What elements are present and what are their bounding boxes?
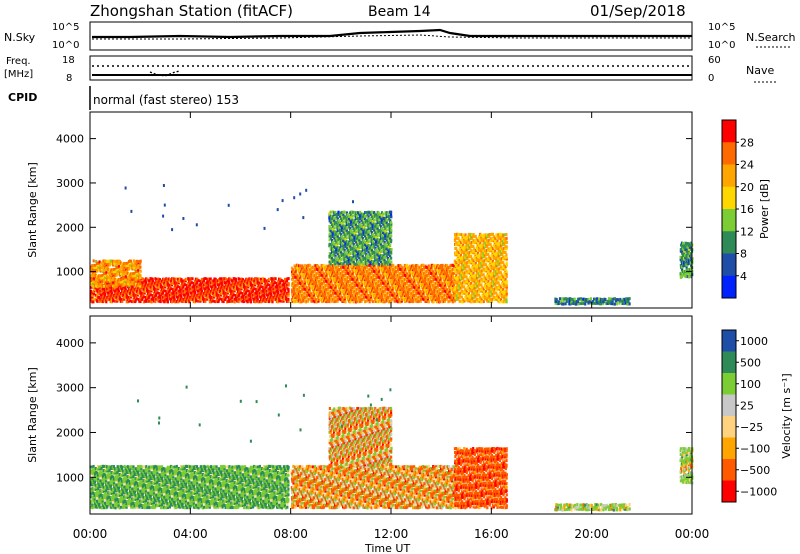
x-tick-label: 04:00 (173, 527, 208, 541)
cpid-row: CPID normal (fast stereo) 153 (8, 86, 239, 110)
colorbar-tick-label: 16 (740, 203, 754, 216)
x-tick-label: 00:00 (675, 527, 710, 541)
y-tick-label: 4000 (56, 337, 84, 350)
nave-label: Nave (746, 64, 774, 77)
colorbar-tick-label: 8 (740, 248, 747, 261)
nave-tick-bottom: 0 (708, 73, 714, 84)
colorbar-segment (722, 209, 736, 232)
colorbar-segment (722, 253, 736, 277)
nsky-panel: N.Sky 10^5 10^0 10^5 10^0 N.Search (4, 21, 796, 51)
y-tick-label: 3000 (56, 177, 84, 190)
y-tick-label: 4000 (56, 133, 84, 146)
colorbar-segment (722, 330, 736, 352)
x-tick-label: 12:00 (374, 527, 409, 541)
nave-tick-top: 60 (708, 55, 721, 66)
colorbar-segment (722, 394, 736, 417)
colorbar-tick-label: 100 (740, 378, 761, 391)
data-region-5 (554, 297, 631, 306)
nsky-tick-top: 10^5 (52, 22, 79, 33)
colorbar-segment (722, 275, 736, 299)
colorbar-title: Power [dB] (758, 179, 771, 239)
x-tick-label: 08:00 (273, 527, 308, 541)
colorbar-segment (722, 480, 736, 503)
nsky-tick-bottom: 10^0 (52, 40, 79, 51)
nsearch-label: N.Search (746, 31, 796, 44)
colorbar-tick-label: −25 (740, 421, 763, 434)
xaxis-title: Time UT (364, 542, 410, 554)
y-tick-label: 3000 (56, 382, 84, 395)
velocity-panel: 1000 2000 3000 4000 Slant Range [km] (26, 315, 694, 515)
cpid-text: normal (fast stereo) 153 (93, 93, 239, 107)
data-region-4 (554, 503, 631, 512)
freq-label-bottom: [MHz] (4, 69, 33, 80)
y-axis-title: Slant Range [km] (26, 162, 39, 258)
station-title: Zhongshan Station (fitACF) (90, 2, 293, 20)
cpid-label: CPID (8, 91, 37, 104)
data-region-1 (90, 259, 142, 288)
colorbar-tick-label: −1000 (740, 485, 777, 498)
colorbar-segment (722, 373, 736, 395)
y-tick-label: 1000 (56, 266, 84, 279)
colorbar-tick-label: −500 (740, 464, 770, 477)
data-region-6 (679, 241, 694, 279)
freq-tick-bottom: 8 (66, 73, 72, 84)
y-axis-title: Slant Range [km] (26, 367, 39, 463)
power-panel: 1000 2000 3000 4000 Slant Range [km] (26, 111, 694, 309)
power-colorbar: 4 8 12 16 20 24 28 Power [dB] (721, 119, 771, 299)
colorbar-segment (722, 231, 736, 254)
data-region-2 (328, 406, 393, 467)
colorbar-tick-label: 28 (740, 136, 754, 149)
y-tick-label: 2000 (56, 221, 84, 234)
sparse-echoes (124, 184, 385, 232)
colorbar-segment (722, 416, 736, 438)
data-region-2 (290, 263, 456, 304)
x-tick-label: 20:00 (574, 527, 609, 541)
freq-panel: Freq. [MHz] 18 8 60 0 Nave (4, 55, 776, 84)
colorbar-tick-label: 1000 (740, 335, 768, 348)
colorbar-tick-label: 24 (740, 159, 754, 172)
nsearch-tick-top: 10^5 (708, 22, 735, 33)
data-region-3 (328, 210, 393, 266)
colorbar-segment (722, 186, 736, 210)
colorbar-tick-label: 500 (740, 356, 761, 369)
freq-label-top: Freq. (6, 56, 31, 67)
freq-tick-top: 18 (62, 55, 75, 66)
colorbar-tick-label: 25 (740, 399, 754, 412)
colorbar-segment (722, 459, 736, 481)
colorbar-segment (722, 120, 736, 143)
data-region-3 (453, 446, 508, 510)
x-tick-label: 00:00 (73, 527, 108, 541)
data-region-0 (90, 464, 290, 510)
colorbar-segment (722, 142, 736, 165)
colorbar-tick-label: −100 (740, 442, 770, 455)
nsky-label: N.Sky (4, 31, 36, 44)
y-tick-label: 1000 (56, 471, 84, 484)
nsearch-tick-bottom: 10^0 (708, 40, 735, 51)
date-label: 01/Sep/2018 (590, 2, 686, 20)
colorbar-tick-label: 20 (740, 181, 754, 194)
sparse-echoes (137, 384, 392, 443)
x-tick-label: 16:00 (474, 527, 509, 541)
velocity-colorbar: 1000 500 100 25 −25 −100 −500 −1000 Velocity [m … (721, 329, 793, 503)
time-axis: 00:00 04:00 08:00 12:00 16:00 20:00 00:00 (73, 527, 710, 541)
colorbar-title: Velocity [m s⁻¹] (780, 373, 793, 458)
colorbar-segment (722, 437, 736, 460)
data-region-1 (290, 464, 456, 510)
colorbar-tick-label: 12 (740, 225, 754, 238)
colorbar-segment (722, 351, 736, 374)
beam-label: Beam 14 (368, 4, 431, 20)
data-region-5 (679, 446, 694, 485)
colorbar-segment (722, 164, 736, 188)
data-region-4 (453, 232, 508, 304)
y-tick-label: 2000 (56, 426, 84, 439)
colorbar-tick-label: 4 (740, 270, 747, 283)
